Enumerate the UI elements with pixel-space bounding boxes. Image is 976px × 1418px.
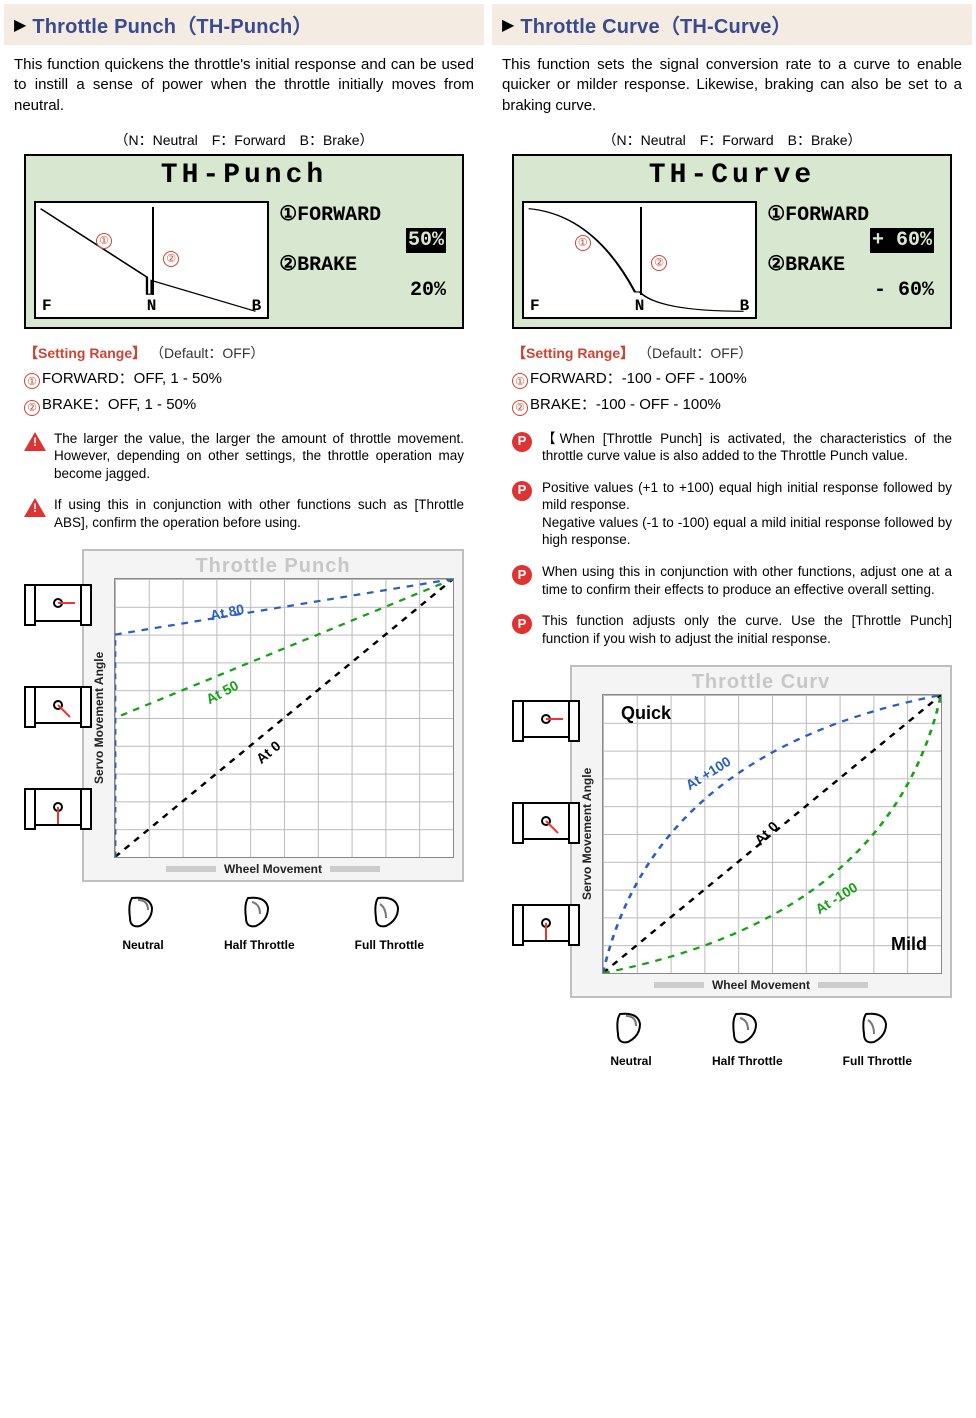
y-axis-label: Servo Movement Angle [90, 578, 108, 858]
punch-lcd-graph: ① ② F N B [34, 201, 269, 319]
sr-default: （Default：OFF） [638, 345, 752, 361]
axis-n: N [635, 297, 645, 315]
sr-label: 【Setting Range】 [24, 345, 146, 361]
axis-f: F [530, 297, 540, 315]
curve-note-4: P This function adjusts only the curve. … [512, 612, 952, 647]
note-text: 【When [Throttle Punch] is activated, the… [542, 430, 952, 465]
punch-note-2: If using this in conjunction with other … [24, 496, 464, 531]
diag-title: Throttle Curv [572, 667, 950, 694]
triangle-icon: ▶ [14, 15, 26, 35]
axis-f: F [42, 297, 52, 315]
punch-body: This function quickens the throttle's in… [4, 45, 484, 952]
curve-lcd-readout: ①FORWARD + 60% ②BRAKE - 60% [767, 201, 942, 319]
curve-body: This function sets the signal conversion… [492, 45, 972, 1068]
curve-diagram: Throttle Curv Servo Movement Angle [570, 665, 952, 998]
axis-b: B [252, 297, 262, 315]
trigger-label: Neutral [122, 938, 163, 952]
punch-note-1: The larger the value, the larger the amo… [24, 430, 464, 483]
note-text: If using this in conjunction with other … [54, 496, 464, 531]
punch-legend: （N：Neutral F：Forward B：Brake） [14, 130, 474, 150]
trigger-label: Half Throttle [224, 938, 295, 952]
sr-default: （Default：OFF） [150, 345, 264, 361]
trigger-label: Full Throttle [843, 1054, 912, 1068]
p-badge-icon: P [512, 479, 534, 549]
p-badge-icon: P [512, 430, 534, 465]
curve-label: At +100 [683, 753, 734, 793]
x-axis-label: Wheel Movement [224, 862, 322, 876]
curve-note-2: P Positive values (+1 to +100) equal hig… [512, 479, 952, 549]
curve-lcd-title: TH-Curve [514, 156, 950, 195]
curve-label: At 80 [209, 601, 246, 624]
sr-line-1: FORWARD：-100 - OFF - 100% [530, 370, 747, 387]
curve-chart: Quick Mild At +100 At 0 At -100 [602, 694, 942, 974]
punch-lcd: TH-Punch ① ② F N B [24, 154, 464, 329]
curve-label: At 50 [203, 677, 241, 707]
trigger-neutral: Neutral [610, 1006, 652, 1068]
triangle-icon: ▶ [502, 15, 514, 35]
p-badge-icon: P [512, 563, 534, 598]
axis-n: N [147, 297, 157, 315]
note-text: The larger the value, the larger the amo… [54, 430, 464, 483]
annot-mild: Mild [891, 934, 927, 955]
servo-icon [32, 584, 84, 622]
page: ▶ Throttle Punch（TH-Punch） This function… [0, 0, 976, 1072]
punch-title: Throttle Punch（TH-Punch） [32, 10, 312, 39]
punch-lcd-readout: ①FORWARD 50% ②BRAKE 20% [279, 201, 454, 319]
trigger-neutral: Neutral [122, 890, 164, 952]
col-punch: ▶ Throttle Punch（TH-Punch） This function… [4, 4, 484, 1068]
servo-icon [520, 700, 572, 738]
punch-diagram: Throttle Punch Servo Movement Angle [82, 549, 464, 882]
annot-quick: Quick [621, 703, 671, 724]
punch-chart: At 80 At 50 At 0 [114, 578, 454, 858]
curve-trigger-row: Neutral Half Throttle Full Throttle [560, 1006, 962, 1068]
curve-label: At 0 [253, 738, 284, 767]
curve-setting-range: 【Setting Range】 （Default：OFF） ①FORWARD：-… [512, 343, 952, 416]
curve-legend: （N：Neutral F：Forward B：Brake） [502, 130, 962, 150]
trigger-half: Half Throttle [224, 890, 295, 952]
sr-line-1: FORWARD：OFF, 1 - 50% [42, 370, 222, 387]
servo-column [28, 578, 92, 832]
curve-label: At -100 [812, 879, 860, 917]
punch-desc: This function quickens the throttle's in… [14, 55, 474, 116]
punch-header: ▶ Throttle Punch（TH-Punch） [4, 4, 484, 45]
warning-icon [24, 430, 46, 483]
warning-icon [24, 496, 46, 531]
punch-trigger-row: Neutral Half Throttle Full Throttle [72, 890, 474, 952]
sr-line-2: BRAKE：-100 - OFF - 100% [530, 396, 721, 413]
servo-column [516, 694, 580, 948]
curve-label: At 0 [751, 818, 781, 848]
x-axis-label-bar: Wheel Movement [84, 862, 462, 876]
note-text: This function adjusts only the curve. Us… [542, 612, 952, 647]
servo-icon [520, 904, 572, 942]
servo-icon [520, 802, 572, 840]
punch-setting-range: 【Setting Range】 （Default：OFF） ①FORWARD：O… [24, 343, 464, 416]
trigger-half: Half Throttle [712, 1006, 783, 1068]
note-text: Positive values (+1 to +100) equal high … [542, 479, 952, 549]
curve-desc: This function sets the signal conversion… [502, 55, 962, 116]
servo-icon [32, 686, 84, 724]
curve-note-1: P 【When [Throttle Punch] is activated, t… [512, 430, 952, 465]
curve-note-3: P When using this in conjunction with ot… [512, 563, 952, 598]
sr-line-2: BRAKE：OFF, 1 - 50% [42, 396, 196, 413]
x-axis-label-bar: Wheel Movement [572, 978, 950, 992]
trigger-label: Neutral [610, 1054, 651, 1068]
col-curve: ▶ Throttle Curve（TH-Curve） This function… [492, 4, 972, 1068]
curve-title: Throttle Curve（TH-Curve） [520, 10, 792, 39]
y-axis-label: Servo Movement Angle [578, 694, 596, 974]
note-text: When using this in conjunction with othe… [542, 563, 952, 598]
x-axis-label: Wheel Movement [712, 978, 810, 992]
sr-label: 【Setting Range】 [512, 345, 634, 361]
trigger-full: Full Throttle [355, 890, 424, 952]
servo-icon [32, 788, 84, 826]
trigger-label: Full Throttle [355, 938, 424, 952]
curve-header: ▶ Throttle Curve（TH-Curve） [492, 4, 972, 45]
p-badge-icon: P [512, 612, 534, 647]
trigger-full: Full Throttle [843, 1006, 912, 1068]
punch-lcd-title: TH-Punch [26, 156, 462, 195]
curve-lcd: TH-Curve ① ② F N B [512, 154, 952, 329]
trigger-label: Half Throttle [712, 1054, 783, 1068]
diag-title: Throttle Punch [84, 551, 462, 578]
axis-b: B [740, 297, 750, 315]
curve-lcd-graph: ① ② F N B [522, 201, 757, 319]
